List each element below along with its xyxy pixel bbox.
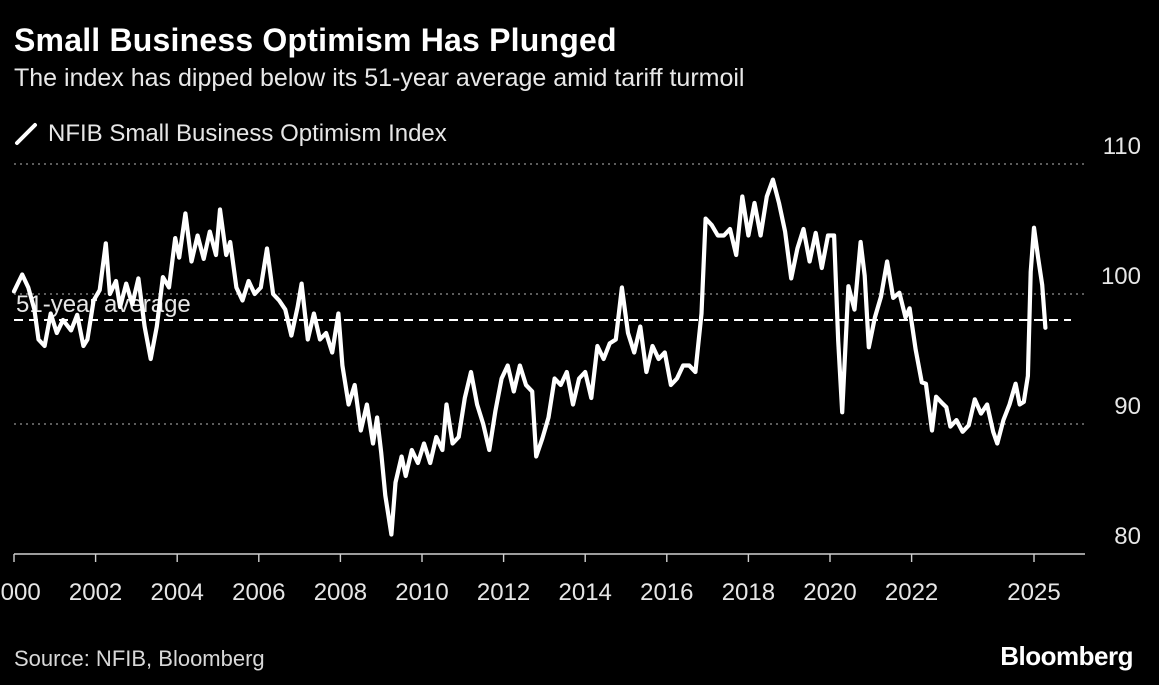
- y-tick-label-100: 100: [1101, 263, 1141, 290]
- x-tick-label-2014: 2014: [559, 579, 612, 606]
- x-tick-label-2025: 2025: [1007, 579, 1060, 606]
- legend-label: NFIB Small Business Optimism Index: [48, 120, 447, 147]
- x-tick-label-2002: 2002: [69, 579, 122, 606]
- x-tick-label-2000: 2000: [0, 579, 41, 606]
- x-tick-label-2010: 2010: [395, 579, 448, 606]
- legend-line-icon: [15, 123, 37, 145]
- y-tick-label-110: 110: [1103, 133, 1141, 160]
- x-axis: 2000 2002 2004 2006 2008 2010 2012 2014 2016 2018…: [0, 553, 1085, 606]
- bloomberg-logo: Bloomberg: [1000, 641, 1133, 671]
- x-tick-label-2006: 2006: [232, 579, 285, 606]
- average-label: 51-year average: [16, 291, 191, 318]
- y-axis: 80 90 100 110: [1101, 133, 1141, 550]
- x-tick-label-2020: 2020: [803, 579, 856, 606]
- x-tick-label-2016: 2016: [640, 579, 693, 606]
- source-note: Source: NFIB, Bloomberg: [14, 646, 265, 671]
- x-tick-label-2012: 2012: [477, 579, 530, 606]
- chart-subtitle: The index has dipped below its 51-year a…: [14, 64, 745, 92]
- x-tick-label-2008: 2008: [314, 579, 367, 606]
- chart-title: Small Business Optimism Has Plunged: [14, 22, 617, 58]
- series-line-0: [11, 177, 1048, 537]
- y-tick-label-90: 90: [1114, 393, 1141, 420]
- y-tick-label-80: 80: [1114, 523, 1141, 550]
- grid-layer: [14, 163, 1085, 425]
- legend: NFIB Small Business Optimism Index: [14, 120, 447, 148]
- x-tick-label-2004: 2004: [151, 579, 204, 606]
- x-tick-label-2022: 2022: [885, 579, 938, 606]
- series-layer: [11, 177, 1048, 537]
- x-tick-label-2018: 2018: [722, 579, 775, 606]
